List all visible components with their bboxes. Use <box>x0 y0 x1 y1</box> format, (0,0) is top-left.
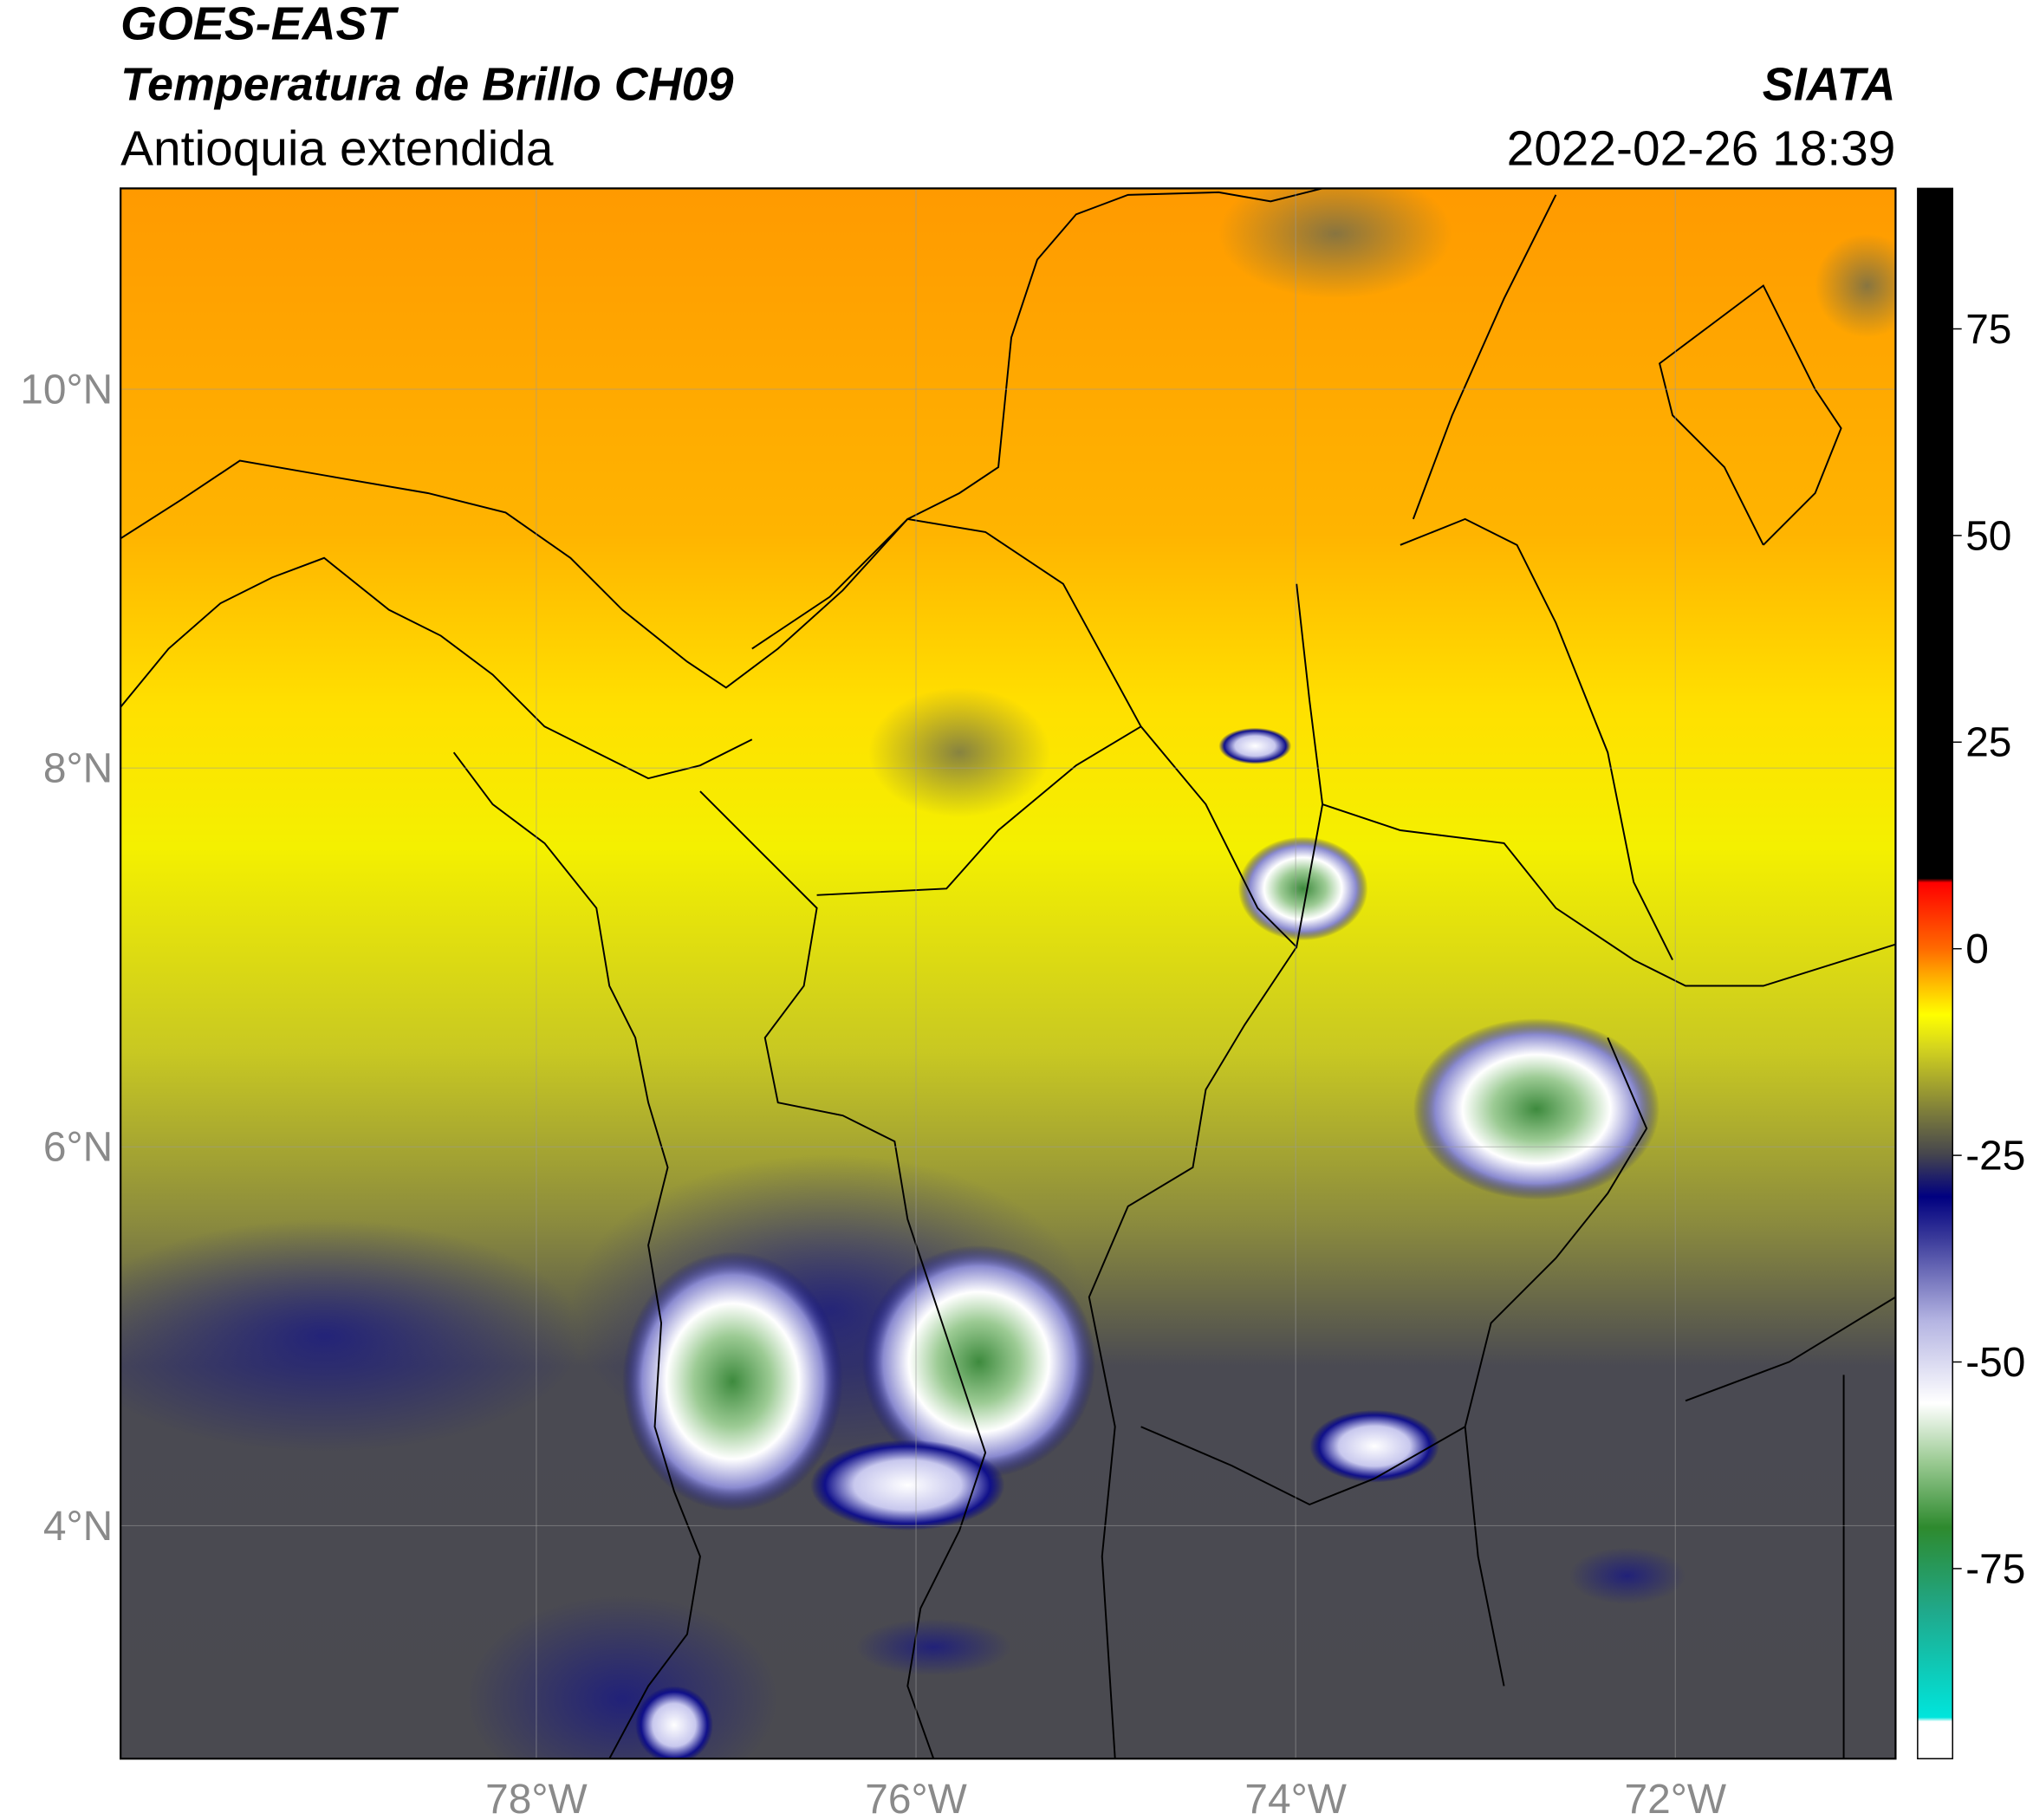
border <box>1464 1037 1648 1687</box>
storm <box>1218 727 1292 764</box>
cloud <box>855 1618 1012 1676</box>
border <box>816 725 1142 896</box>
region: Antioquia extendida <box>120 121 554 176</box>
cloud <box>868 687 1050 818</box>
storm <box>810 1440 1005 1531</box>
x-tick-label: 74°W <box>1244 1777 1347 1820</box>
colorbar-tick-label: 50 <box>1965 513 2011 559</box>
border <box>1685 1296 1896 1402</box>
colorbar-tick-label: -25 <box>1965 1134 2025 1180</box>
colorbar-group: 75 50 25 0 -25 -50 -75 <box>1917 187 2025 1759</box>
storm <box>861 1245 1096 1479</box>
storm <box>1413 1017 1660 1200</box>
cloud <box>120 1219 584 1453</box>
map-field <box>120 188 1896 1759</box>
source: SIATA <box>1763 59 1896 111</box>
datetime: 2022-02-26 18:39 <box>1507 121 1896 176</box>
y-tick-label: 10°N <box>20 367 113 413</box>
cloud <box>1218 188 1452 299</box>
border <box>1140 1426 1466 1506</box>
colorbar-tick-label: 75 <box>1965 307 2011 353</box>
grid <box>120 188 1896 1759</box>
border <box>1400 517 1673 961</box>
x-tick-label: 76°W <box>865 1777 967 1820</box>
coastline <box>120 188 1323 689</box>
colorbar-tick-label: 25 <box>1965 720 2011 766</box>
border <box>751 517 1324 949</box>
cloud <box>1815 233 1896 338</box>
cloud <box>466 1595 778 1759</box>
storm <box>635 1686 713 1759</box>
y-tick-label: 4°N <box>43 1504 113 1550</box>
coastline <box>120 556 753 780</box>
coastline <box>1659 284 1842 546</box>
colorbar-tick-label: -75 <box>1965 1546 2025 1592</box>
y-tick-label: 6°N <box>43 1125 113 1171</box>
storm <box>1237 836 1368 941</box>
brightness-field <box>120 188 1896 1759</box>
x-tick-label: 72°W <box>1625 1777 1727 1820</box>
cloud <box>1569 1547 1686 1605</box>
border <box>1412 194 1557 520</box>
border <box>1088 946 1297 1759</box>
x-tick-label: 78°W <box>485 1777 588 1820</box>
colorbar-tick-label: -50 <box>1965 1340 2025 1386</box>
colorbar-tick-label: 0 <box>1965 926 1989 972</box>
storm <box>1309 1409 1439 1483</box>
axis-ticks: 78°W 76°W 74°W 72°W 10°N 8°N 6°N 4°N <box>20 367 1727 1820</box>
coastline <box>452 751 701 1759</box>
storm <box>622 1251 843 1511</box>
y-tick-label: 8°N <box>43 746 113 792</box>
border <box>699 790 987 1759</box>
colorbar <box>1917 187 1953 1759</box>
border <box>1322 803 1896 987</box>
map-frame <box>120 187 1897 1760</box>
product: Temperatura de Brillo CH09 <box>120 59 733 111</box>
title: GOES-EAST <box>120 0 399 49</box>
